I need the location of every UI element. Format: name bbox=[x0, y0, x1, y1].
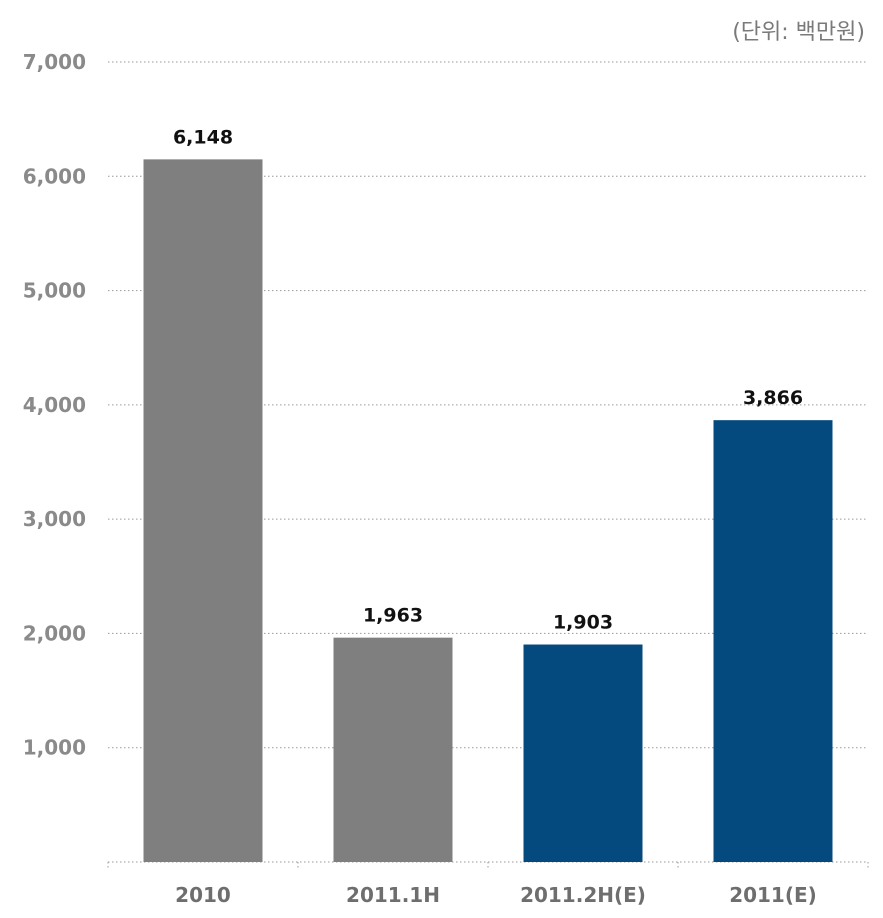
x-tick-label: 2011.2H(E) bbox=[520, 883, 646, 907]
bar bbox=[713, 420, 833, 862]
bars bbox=[143, 159, 833, 862]
unit-label: (단위: 백만원) bbox=[732, 20, 865, 45]
data-labels: 6,148 1,963 1,903 3,866 bbox=[173, 126, 803, 633]
x-axis-ticks: 2010 2011.1H 2011.2H(E) 2011(E) bbox=[175, 883, 817, 907]
y-tick-label: 6,000 bbox=[23, 164, 86, 188]
data-label: 1,903 bbox=[553, 612, 613, 634]
bar bbox=[333, 637, 453, 862]
y-axis-ticks: 1,000 2,000 3,000 4,000 5,000 6,000 7,000 bbox=[23, 50, 86, 760]
x-tick-label: 2011.1H bbox=[346, 883, 440, 907]
data-label: 1,963 bbox=[363, 605, 423, 627]
bar bbox=[143, 159, 263, 862]
y-tick-label: 1,000 bbox=[23, 736, 86, 760]
y-tick-label: 7,000 bbox=[23, 50, 86, 74]
y-tick-label: 3,000 bbox=[23, 507, 86, 531]
x-tick-label: 2010 bbox=[175, 883, 231, 907]
x-tick-label: 2011(E) bbox=[729, 883, 817, 907]
y-tick-label: 2,000 bbox=[23, 621, 86, 645]
data-label: 3,866 bbox=[743, 387, 803, 409]
y-tick-label: 4,000 bbox=[23, 393, 86, 417]
y-tick-label: 5,000 bbox=[23, 279, 86, 303]
data-label: 6,148 bbox=[173, 126, 233, 148]
bar bbox=[523, 644, 643, 862]
